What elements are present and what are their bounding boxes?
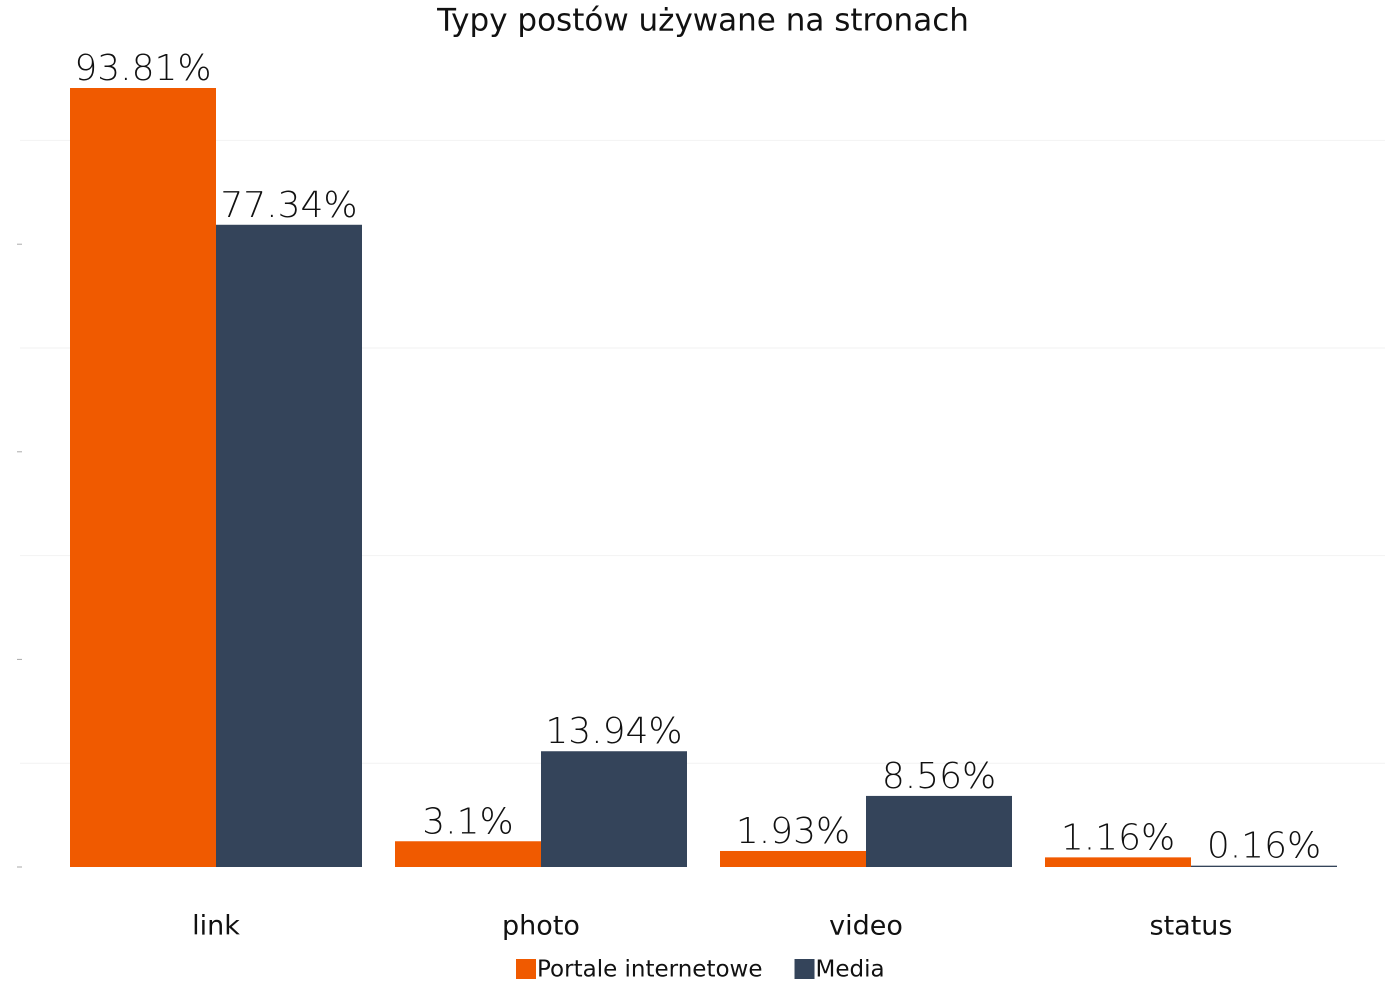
bar — [216, 224, 362, 867]
value-label: 77.34% — [220, 185, 357, 226]
legend: Portale internetowe Media — [516, 957, 885, 983]
bar — [1191, 865, 1337, 867]
bar — [720, 850, 866, 867]
x-tick-label: status — [1150, 911, 1233, 942]
bar — [866, 795, 1012, 867]
legend-item[interactable]: Media — [794, 957, 885, 983]
value-label: 8.56% — [882, 756, 996, 797]
value-label: 93.81% — [74, 48, 211, 89]
value-label: 1.93% — [736, 811, 850, 852]
legend-item[interactable]: Portale internetowe — [516, 957, 763, 983]
legend-swatch — [516, 959, 536, 979]
legend-label: Portale internetowe — [537, 957, 763, 983]
x-tick-label: link — [192, 911, 240, 942]
chart-title: Typy postów używane na stronach — [436, 3, 969, 39]
bar — [541, 751, 687, 867]
bar — [70, 88, 216, 867]
value-label: 3.1% — [422, 801, 513, 842]
legend-label: Media — [816, 957, 885, 983]
x-tick-label: photo — [502, 911, 580, 942]
value-label: 0.16% — [1207, 826, 1321, 867]
bar — [395, 841, 541, 867]
x-tick-label: video — [829, 911, 903, 942]
legend-swatch — [794, 959, 815, 979]
value-label: 13.94% — [545, 711, 682, 752]
value-label: 1.16% — [1061, 817, 1175, 858]
bar — [1045, 857, 1191, 867]
